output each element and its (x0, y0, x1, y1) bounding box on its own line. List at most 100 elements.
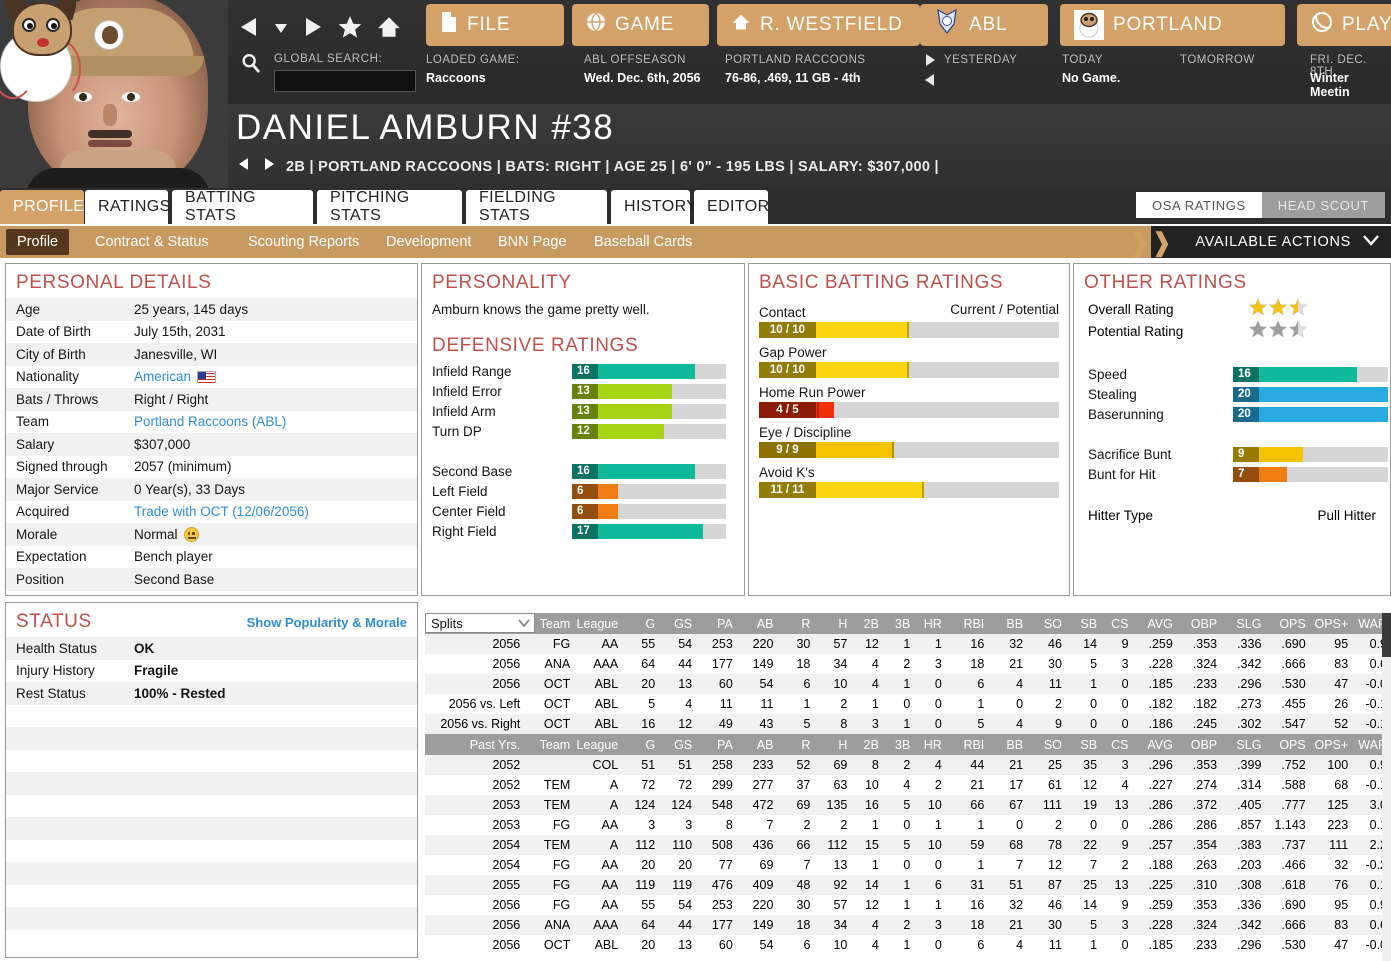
table-cell: 2 (903, 918, 911, 932)
head-scout-button[interactable]: HEAD SCOUT (1261, 192, 1385, 218)
osa-ratings-button[interactable]: OSA RATINGS (1135, 192, 1262, 218)
tab-profile[interactable]: PROFILE (0, 190, 84, 224)
detail-value[interactable]: American (134, 369, 217, 384)
play-ball-icon (1311, 11, 1333, 39)
table-cell: PA (717, 616, 733, 631)
star-icon (1248, 297, 1268, 317)
table-cell: .233 (1192, 938, 1218, 952)
table-row: 2053 TEM A 124 124 548 472 69 135 16 5 10 66 67 111 19 1… (425, 795, 1391, 815)
table-cell: 10 (833, 677, 848, 691)
table-cell: 253 (711, 637, 733, 651)
table-cell: 2056 (492, 938, 521, 952)
status-rows: Health Status OK Injury History Fragile Rest… (6, 637, 417, 705)
empty-row (6, 750, 417, 773)
table-cell: 55 (641, 637, 656, 651)
subtab-bnn-page[interactable]: BNN Page (498, 234, 567, 250)
chevron-down-icon[interactable] (1361, 233, 1381, 252)
splits-select[interactable]: Splits (425, 613, 535, 633)
detail-value: 25 years, 145 days (134, 301, 249, 317)
tab-fielding-stats[interactable]: FIELDING STATS (466, 189, 607, 224)
tab-batting-stats[interactable]: BATTING STATS (172, 189, 313, 224)
rating-bar: 20 (1233, 406, 1388, 422)
table-cell: 1 (871, 818, 879, 832)
table-cell: 18 (796, 918, 811, 932)
down-arrow-icon[interactable] (273, 15, 289, 39)
rating-value: 9 (1233, 446, 1259, 462)
table-cell: 6 (803, 938, 811, 952)
table-cell: .336 (1237, 637, 1262, 651)
available-actions-label: AVAILABLE ACTIONS (1195, 234, 1351, 250)
menu-league-button[interactable]: ABL (920, 4, 1048, 46)
tab-editor[interactable]: EDITOR (694, 190, 769, 224)
empty-row (6, 930, 417, 953)
scrollbar-thumb[interactable] (1382, 613, 1391, 657)
yesterday-next-icon[interactable] (922, 72, 938, 93)
table-cell: TEM (543, 798, 571, 812)
table-cell: 12 (864, 637, 879, 651)
yesterday-prev-icon[interactable] (922, 52, 938, 73)
table-cell: 35 (1083, 758, 1098, 772)
table-cell: 10 (864, 778, 879, 792)
player-next-icon[interactable] (261, 156, 277, 177)
vertical-scrollbar[interactable] (1382, 613, 1391, 961)
menu-file-button[interactable]: FILE (426, 4, 564, 46)
home-icon[interactable] (376, 14, 402, 40)
table-cell: AVG (1147, 737, 1173, 752)
table-cell: 409 (752, 878, 774, 892)
other-rating-row: Baserunning 20 (1088, 404, 1390, 424)
detail-value[interactable]: Portland Raccoons (ABL) (134, 414, 287, 430)
table-cell: 12 (1083, 778, 1098, 792)
batting-rating-bar: 9 / 9 (759, 442, 1059, 458)
rating-bar-fill (572, 463, 696, 479)
stats-table-past-header: Past Yrs. Team League G GS PA AB R H 2B 3B HR RBI BB S… (425, 734, 1391, 755)
menu-manager-button[interactable]: R. WESTFIELD (717, 4, 920, 46)
table-cell: .302 (1237, 717, 1262, 731)
table-cell: 72 (678, 778, 693, 792)
table-cell: 2 (903, 657, 911, 671)
menu-game-button[interactable]: GAME (572, 4, 709, 46)
table-cell: 30 (796, 898, 811, 912)
table-cell: FG (552, 858, 571, 872)
status-badge: 100% - Rested (134, 685, 226, 701)
subtab-baseball-cards[interactable]: Baseball Cards (594, 234, 693, 250)
table-cell: 112 (635, 838, 656, 852)
detail-key: Acquired (16, 504, 70, 520)
table-cell: CS (1111, 616, 1129, 631)
team-name-label: PORTLAND RACCOONS (725, 54, 866, 66)
show-popularity-morale-link[interactable]: Show Popularity & Morale (246, 615, 407, 630)
mascot-nose (37, 38, 49, 47)
detail-value[interactable]: Trade with OCT (12/06/2056) (134, 504, 309, 520)
table-cell: 26 (1334, 697, 1349, 711)
available-actions-bar[interactable]: ❱❱ AVAILABLE ACTIONS (1129, 226, 1391, 258)
rating-label: Center Field (432, 503, 506, 519)
table-cell: 4 (871, 938, 879, 952)
table-cell: .588 (1281, 778, 1306, 792)
forward-arrow-icon[interactable] (302, 15, 324, 39)
subtab-profile[interactable]: Profile (6, 229, 70, 255)
table-cell: HR (923, 616, 942, 631)
tab-history[interactable]: HISTORY (611, 190, 697, 224)
subtab-contract-status[interactable]: Contract & Status (95, 234, 209, 250)
table-cell: .342 (1237, 657, 1262, 671)
search-icon[interactable] (238, 48, 264, 78)
table-cell: 1 (871, 697, 879, 711)
back-arrow-icon[interactable] (238, 15, 260, 39)
team-record-value: 76-86, .469, 11 GB - 4th (725, 71, 861, 85)
table-cell: ABL (594, 938, 619, 952)
stats-table: Splits Team League G GS PA AB R H 2B 3B HR RBI BB SO S… (425, 613, 1391, 955)
menu-play-button[interactable]: PLAY (1297, 4, 1391, 46)
detail-value: July 15th, 2031 (134, 324, 226, 340)
tab-pitching-stats[interactable]: PITCHING STATS (317, 189, 462, 224)
menu-manager-label: R. WESTFIELD (760, 14, 903, 35)
subtab-scouting-reports[interactable]: Scouting Reports (248, 234, 360, 250)
potential-rating-stars (1248, 319, 1308, 344)
star-icon (1288, 319, 1308, 339)
tab-ratings[interactable]: RATINGS (85, 190, 170, 224)
subtab-development[interactable]: Development (386, 234, 472, 250)
table-cell: 68 (1009, 838, 1024, 852)
global-search-input[interactable] (274, 70, 416, 92)
star-icon[interactable] (337, 14, 363, 40)
table-cell: Past Yrs. (469, 737, 521, 752)
player-prev-icon[interactable] (236, 156, 252, 177)
menu-team-button[interactable]: PORTLAND (1060, 4, 1285, 46)
